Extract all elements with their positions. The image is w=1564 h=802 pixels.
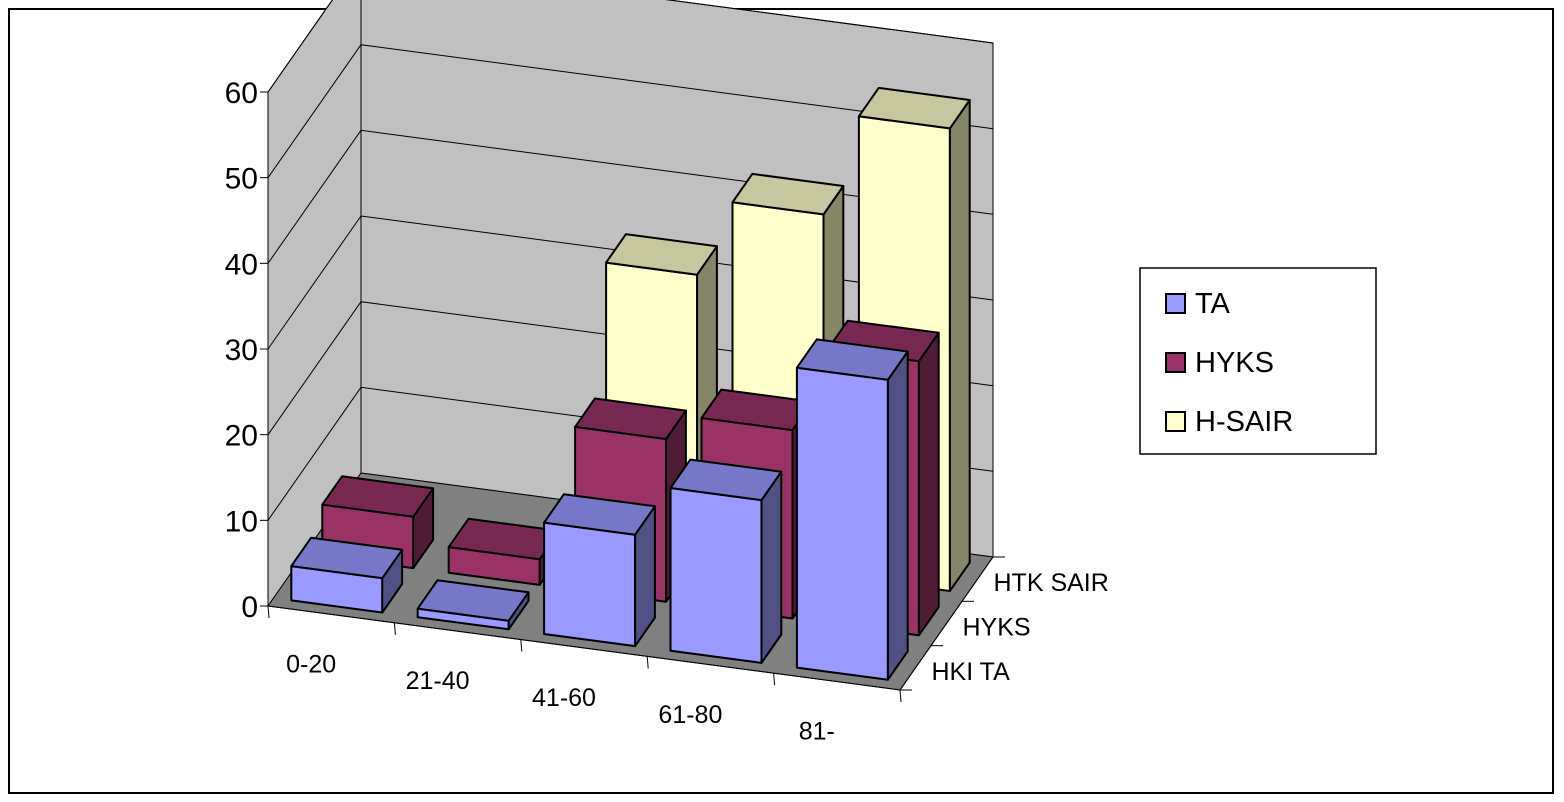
bar-front [669, 487, 763, 664]
x-tick [520, 639, 523, 652]
bar-top [605, 233, 718, 276]
bar-hyks-0 [321, 475, 435, 570]
x-tick [773, 673, 776, 686]
y-tick-label: 30 [225, 334, 258, 367]
depth-tick-label: HKI TA [932, 658, 1011, 686]
bar-ta-0 [290, 536, 404, 614]
bar-side [948, 99, 971, 592]
bar-top [321, 475, 435, 518]
bar-front [543, 521, 637, 648]
chart-labels: 0 10 20 30 40 50 60 0-20 21-40 41-60 61-80 81- HKI T… [225, 77, 1109, 746]
y-tick-label: 20 [225, 420, 258, 453]
bar-top [574, 397, 687, 440]
bar-top [543, 493, 656, 536]
bar-front [795, 366, 889, 681]
bar-top [669, 458, 783, 502]
y-tick-label: 50 [225, 163, 258, 196]
gridline [267, 44, 994, 178]
chart-axes [260, 91, 1005, 703]
gridline [267, 0, 994, 93]
y-tick-label: 10 [225, 505, 258, 538]
legend-swatch [1165, 411, 1186, 432]
legend-swatch [1165, 293, 1186, 314]
depth-tick-label: HYKS [963, 614, 1031, 642]
bar-top [731, 172, 845, 216]
bar-top [795, 338, 909, 381]
y-tick-label: 40 [225, 248, 258, 281]
legend-label: H-SAIR [1195, 406, 1293, 438]
x-tick [899, 689, 902, 703]
bar-ta-2 [543, 493, 656, 648]
depth-tick-label: HTK SAIR [994, 569, 1109, 597]
y-tick-label: 60 [225, 77, 258, 110]
bar-ta-3 [669, 458, 783, 664]
x-tick [646, 656, 649, 669]
y-tick-label: 0 [241, 591, 258, 624]
x-tick-label: 0-20 [286, 650, 336, 678]
x-tick-label: 81- [799, 718, 835, 746]
x-tick [267, 605, 270, 619]
x-tick-label: 21-40 [406, 667, 470, 695]
x-tick [393, 622, 396, 635]
bar-top [416, 579, 530, 622]
bar-side [886, 350, 909, 681]
chart-bars [290, 86, 971, 681]
depth-axis-line [899, 556, 994, 691]
bar-side [760, 470, 783, 664]
x-tick-label: 61-80 [658, 701, 722, 729]
bar-top [857, 86, 971, 130]
bar-ta-1 [416, 579, 530, 631]
bar-ta-4 [795, 338, 909, 681]
legend: TA HYKS H-SAIR [1139, 267, 1377, 455]
bar-side [917, 331, 940, 637]
legend-swatch [1165, 352, 1186, 373]
x-tick-label: 41-60 [532, 684, 596, 712]
bar-top [290, 536, 404, 580]
bar-hyks-1 [447, 517, 561, 586]
legend-label: HYKS [1195, 347, 1274, 379]
legend-label: TA [1195, 288, 1231, 320]
x-axis-line [267, 605, 901, 691]
